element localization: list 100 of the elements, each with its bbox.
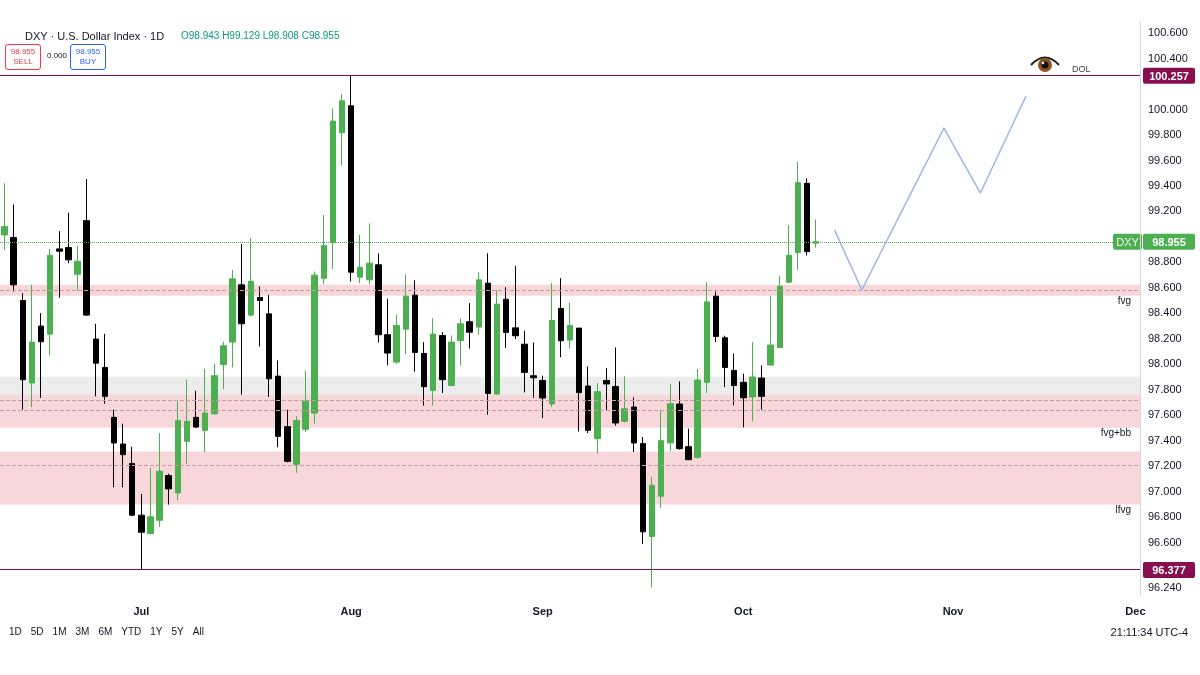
text: 21:11:34 UTC-4 bbox=[1110, 626, 1188, 638]
y-tick-label: 97.200 bbox=[1148, 459, 1182, 472]
candlestick bbox=[485, 252, 491, 416]
candlestick bbox=[612, 346, 619, 427]
candlestick bbox=[311, 271, 318, 425]
candlestick bbox=[503, 286, 509, 349]
x-tick-label: Sep bbox=[532, 604, 553, 617]
y-tick-label: 100.600 bbox=[1148, 26, 1188, 39]
candlestick bbox=[740, 373, 747, 428]
candlestick bbox=[375, 252, 382, 343]
candlestick bbox=[220, 341, 227, 390]
candlestick bbox=[512, 265, 519, 340]
y-tick-label: 99.600 bbox=[1148, 153, 1182, 166]
candlestick bbox=[93, 323, 99, 397]
candlestick bbox=[649, 476, 655, 588]
candlestick bbox=[412, 279, 418, 373]
candlestick bbox=[111, 409, 117, 488]
candlestick bbox=[585, 365, 591, 434]
candlestick bbox=[439, 331, 446, 394]
y-tick-label: 96.600 bbox=[1148, 535, 1182, 548]
text: 1D bbox=[9, 626, 22, 637]
candlestick bbox=[421, 341, 427, 407]
candlestick bbox=[38, 312, 44, 399]
text: O98.943 H99.129 L98.908 C98.955 bbox=[181, 29, 340, 41]
annotation: 0.000 bbox=[47, 51, 68, 60]
x-tick-label: Aug bbox=[340, 604, 362, 617]
candlestick bbox=[558, 277, 564, 358]
candlestick bbox=[549, 282, 555, 408]
text: 5D bbox=[30, 626, 44, 637]
candlestick bbox=[184, 379, 190, 465]
y-tick-label: 98.000 bbox=[1148, 357, 1182, 370]
candlestick bbox=[29, 284, 35, 408]
candlestick bbox=[494, 289, 500, 396]
candlestick bbox=[138, 493, 145, 571]
text: DXY · U.S. Dollar Index · 1D bbox=[25, 29, 165, 42]
candlestick bbox=[694, 368, 701, 460]
text: 1M bbox=[52, 626, 67, 637]
candlestick bbox=[302, 370, 309, 433]
candlestick bbox=[457, 317, 464, 367]
text: 1Y bbox=[150, 626, 163, 637]
y-tick-label: 100.000 bbox=[1148, 102, 1188, 115]
text: 5Y bbox=[171, 626, 184, 637]
candlestick bbox=[722, 335, 728, 388]
ref-line-label: 100.257 bbox=[1149, 69, 1189, 82]
y-tick-label: 98.600 bbox=[1148, 280, 1182, 293]
y-tick-label: 99.400 bbox=[1148, 178, 1182, 191]
candlestick bbox=[284, 409, 291, 463]
candlestick bbox=[448, 334, 455, 387]
candlestick bbox=[211, 363, 218, 416]
annotation: 98.955 SELL bbox=[5, 44, 41, 70]
candlestick bbox=[521, 330, 528, 393]
candlestick bbox=[393, 314, 400, 365]
candlestick bbox=[758, 364, 765, 411]
candlestick bbox=[238, 243, 245, 396]
text: 6M bbox=[98, 626, 113, 637]
candlestick bbox=[74, 245, 81, 292]
candlestick bbox=[275, 359, 281, 448]
candlestick bbox=[777, 275, 783, 349]
candlestick bbox=[229, 269, 236, 368]
y-tick-label: 98.200 bbox=[1148, 331, 1182, 344]
candlestick bbox=[102, 333, 108, 405]
candlestick bbox=[257, 285, 263, 347]
line-series bbox=[833, 95, 1027, 291]
candlestick bbox=[56, 230, 63, 299]
candlestick bbox=[20, 292, 26, 411]
y-tick-label: 96.240 bbox=[1148, 581, 1182, 594]
text: All bbox=[192, 626, 204, 637]
candlestick bbox=[147, 467, 154, 536]
y-tick-label: 97.800 bbox=[1148, 382, 1182, 395]
band-label: lfvg bbox=[1115, 504, 1131, 516]
candlestick bbox=[65, 212, 72, 264]
candlestick bbox=[83, 178, 90, 317]
annotation: DXY bbox=[1116, 235, 1140, 248]
candlestick bbox=[348, 75, 354, 283]
annotation: DOL bbox=[1072, 63, 1091, 74]
text: 3M bbox=[75, 626, 90, 637]
candlestick bbox=[339, 93, 345, 167]
y-tick-label: 99.200 bbox=[1148, 204, 1182, 217]
x-tick-label: Jul bbox=[133, 604, 150, 617]
y-tick-label: 97.400 bbox=[1148, 433, 1182, 446]
candlestick bbox=[530, 342, 537, 399]
candlestick bbox=[129, 446, 135, 517]
candlestick bbox=[767, 295, 774, 366]
candlestick bbox=[594, 382, 601, 455]
y-tick-label: 96.800 bbox=[1148, 510, 1182, 523]
x-tick-label: Nov bbox=[942, 604, 965, 617]
candlestick bbox=[804, 177, 810, 256]
ref-line-label: 96.377 bbox=[1152, 563, 1186, 576]
candlestick bbox=[175, 400, 181, 501]
candlestick bbox=[576, 327, 582, 432]
candlestick bbox=[704, 281, 710, 394]
ref-line-label: 98.955 bbox=[1152, 235, 1186, 248]
candlestick bbox=[667, 383, 674, 452]
candlestick bbox=[749, 341, 756, 422]
candlestick bbox=[676, 380, 683, 451]
candlestick bbox=[631, 396, 637, 453]
x-tick-label: Oct bbox=[734, 604, 753, 617]
candlestick bbox=[202, 368, 208, 453]
candlestick bbox=[165, 473, 172, 506]
candlestick bbox=[685, 428, 692, 461]
